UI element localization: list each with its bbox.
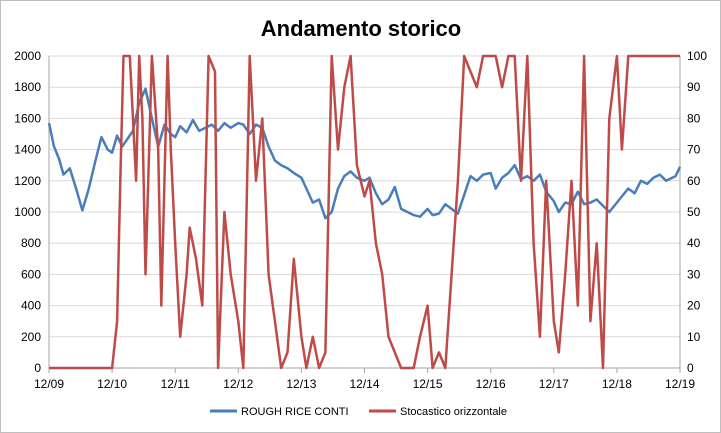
- y-left-tick-label: 1200: [14, 174, 41, 188]
- y-right-tick-label: 80: [687, 111, 701, 125]
- x-tick-label: 12/14: [349, 377, 379, 391]
- y-left-tick-label: 0: [34, 361, 41, 375]
- y-left-tick-label: 600: [21, 267, 41, 281]
- x-tick-label: 12/11: [161, 377, 190, 391]
- y-left-tick-label: 200: [21, 330, 41, 344]
- x-tick-label: 12/15: [413, 377, 443, 391]
- y-right-tick-label: 90: [687, 80, 701, 94]
- y-right-tick-label: 70: [687, 143, 701, 157]
- x-tick-label: 12/10: [97, 377, 127, 391]
- legend: ROUGH RICE CONTI Stocastico orizzontale: [210, 406, 507, 418]
- x-tick-label: 12/16: [476, 377, 506, 391]
- series-lines: [47, 54, 682, 370]
- chart-title: Andamento storico: [261, 16, 461, 41]
- y-right-tick-label: 100: [687, 49, 707, 63]
- x-tick-label: 12/12: [223, 377, 253, 391]
- y-left-tick-label: 800: [21, 236, 41, 250]
- y-right-tick-label: 10: [687, 330, 701, 344]
- y-right-tick-label: 40: [687, 236, 701, 250]
- y-left-tick-label: 1600: [14, 111, 41, 125]
- x-tick-label: 12/13: [286, 377, 316, 391]
- y-left-tick-label: 2000: [14, 49, 41, 63]
- x-tick-label: 12/18: [602, 377, 632, 391]
- y-left-tick-label: 1800: [14, 80, 41, 94]
- y-right-tick-label: 20: [687, 299, 701, 313]
- legend-label-stochastic: Stocastico orizzontale: [400, 406, 507, 418]
- y-left-tick-label: 400: [21, 299, 41, 313]
- x-tick-label: 12/09: [34, 377, 64, 391]
- legend-label-price: ROUGH RICE CONTI: [241, 406, 349, 418]
- y-right-tick-label: 0: [687, 361, 694, 375]
- y-left-tick-label: 1000: [14, 205, 41, 219]
- series-line-stocastico-orizzontale: [49, 54, 680, 370]
- y-left-tick-label: 1400: [14, 143, 41, 157]
- y-right-tick-label: 60: [687, 174, 701, 188]
- x-tick-label: 12/17: [539, 377, 569, 391]
- y-right-tick-label: 30: [687, 267, 701, 281]
- y-right-tick-label: 50: [687, 205, 701, 219]
- x-tick-label: 12/19: [665, 377, 695, 391]
- axes: 0 200 400 600 800 1000 1200 1400 1600 1800 2000 0 10…: [14, 49, 707, 391]
